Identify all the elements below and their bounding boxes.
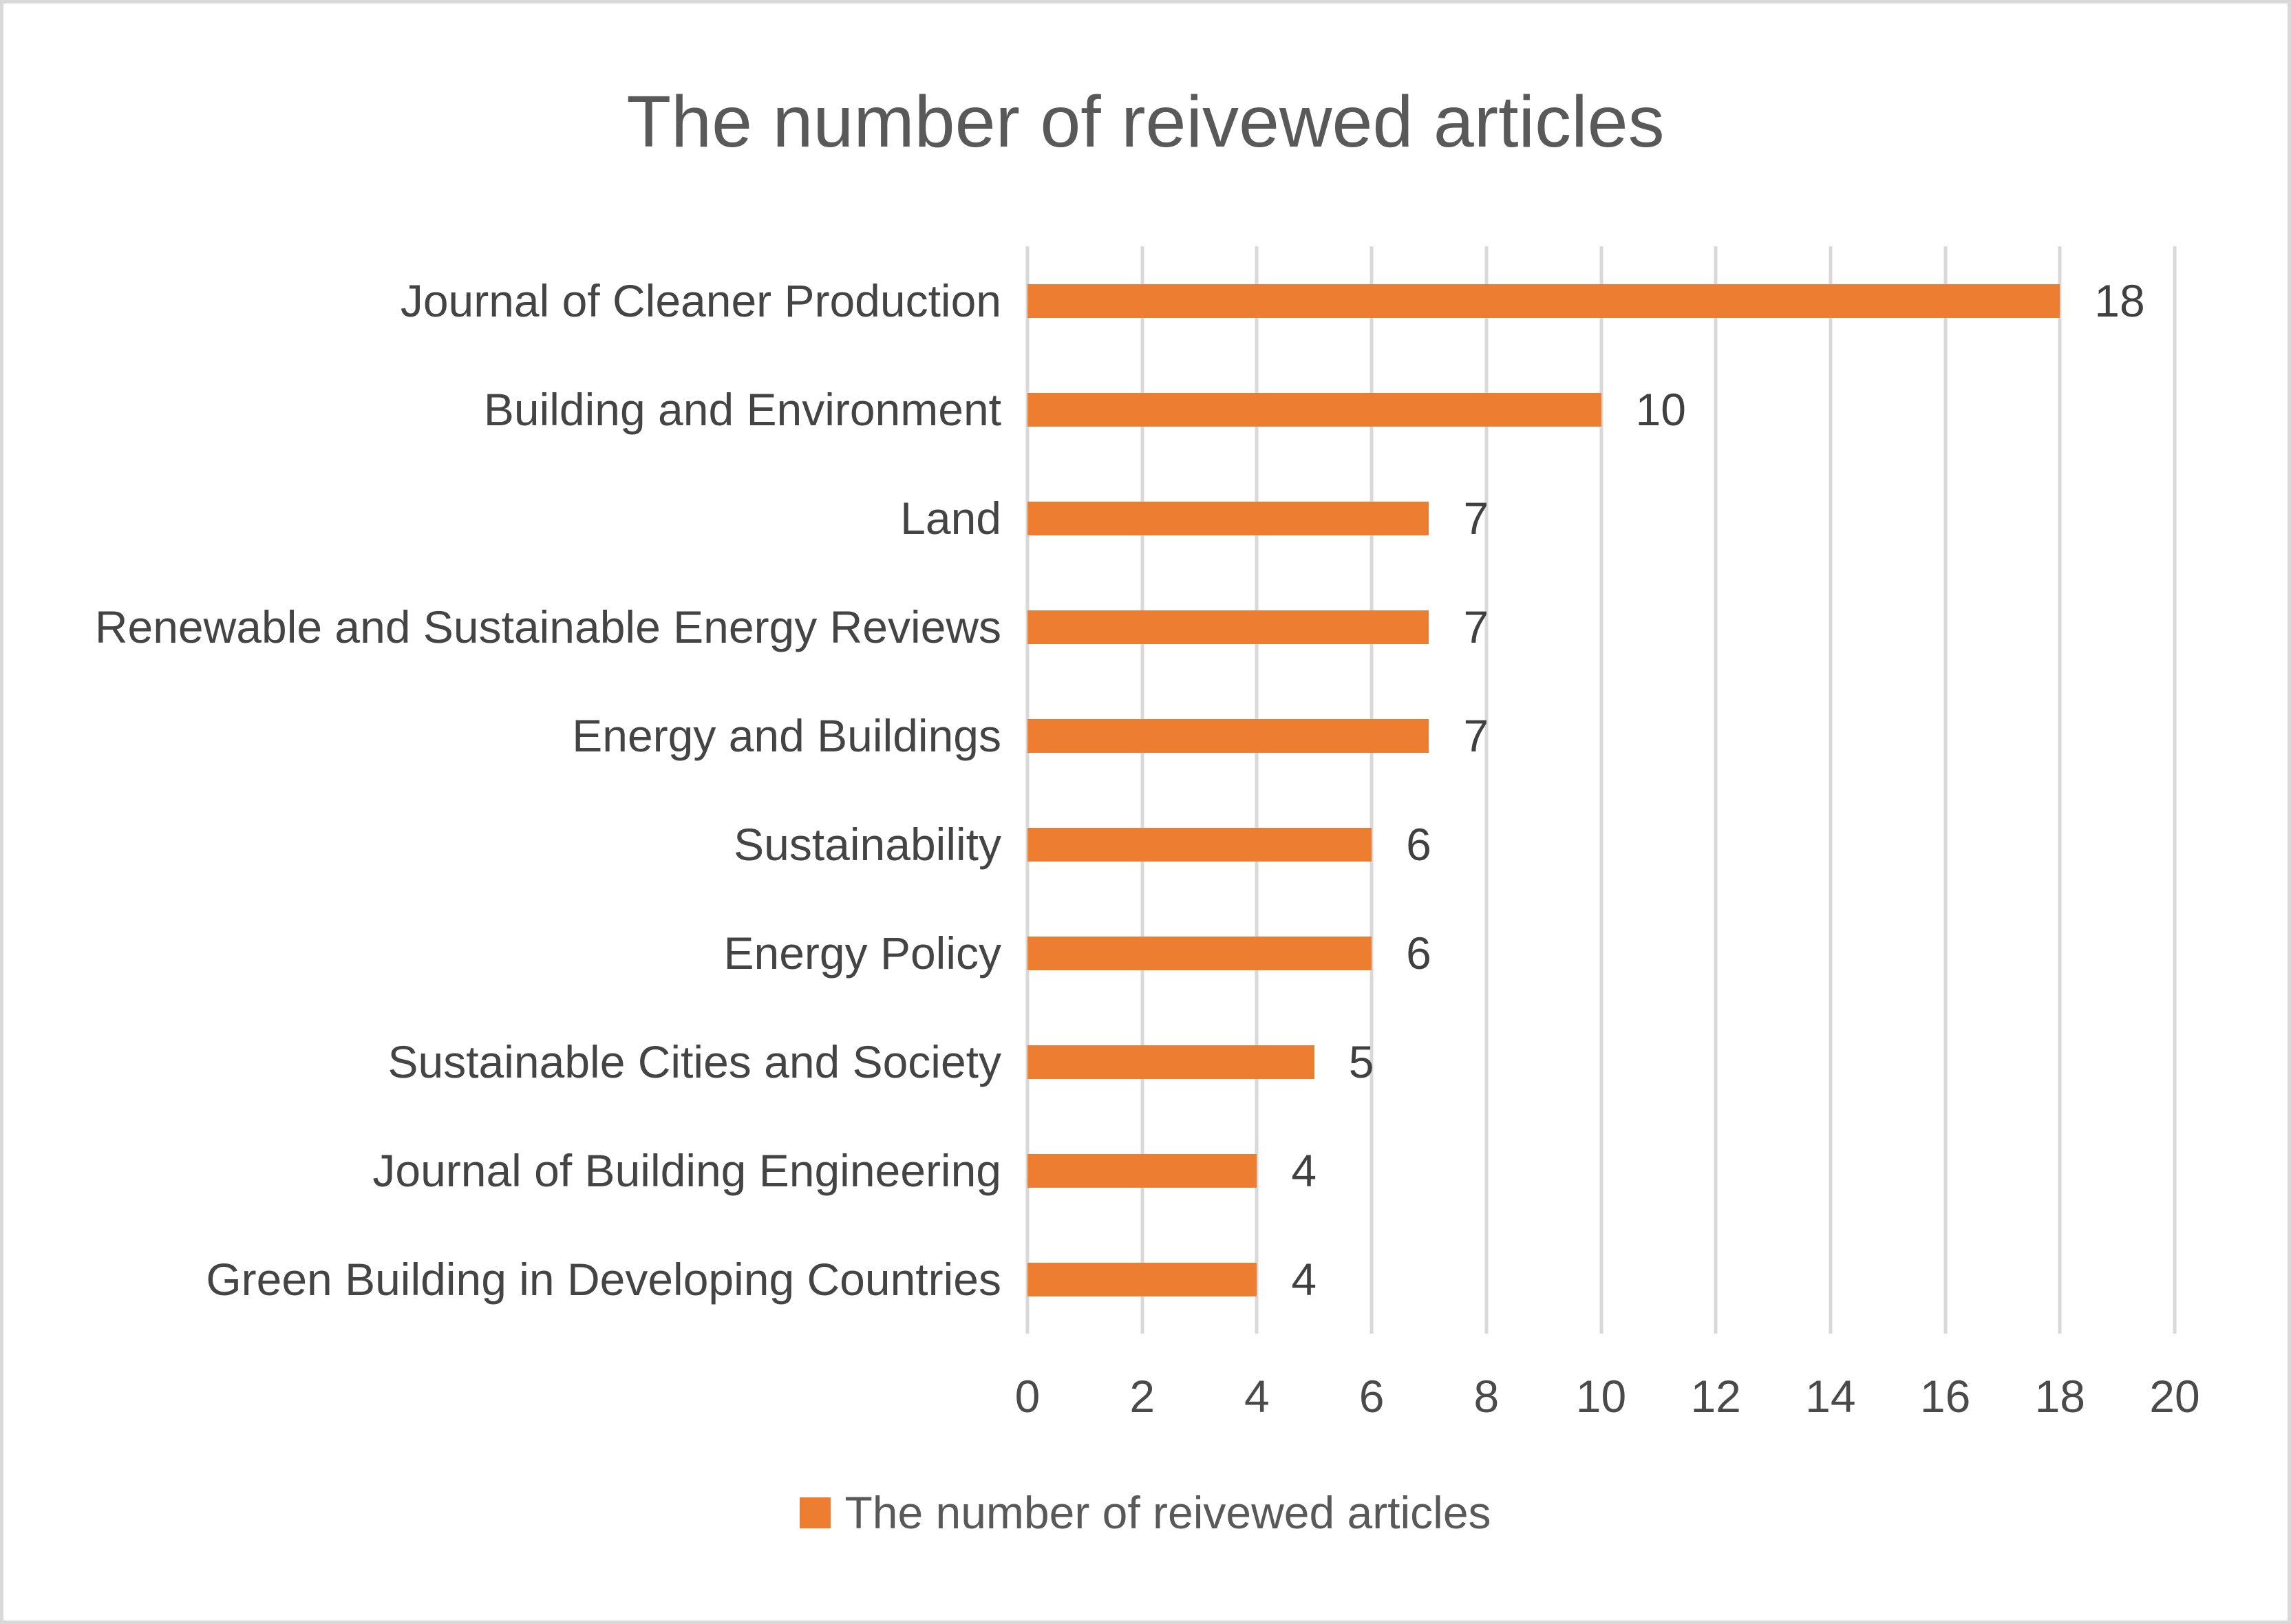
bar [1027, 392, 1601, 427]
x-tick-label: 4 [1244, 1371, 1270, 1422]
bar [1027, 610, 1429, 644]
legend-label: The number of reivewed articles [844, 1486, 1491, 1538]
gridline [1599, 246, 1603, 1334]
category-label: Journal of Building Engineering [372, 1144, 1001, 1196]
category-label: Energy and Buildings [572, 709, 1001, 761]
gridline [1370, 246, 1374, 1334]
gridline [1829, 246, 1833, 1334]
bar-row: 6 [1027, 899, 2175, 1007]
x-tick-label: 16 [1919, 1371, 1971, 1422]
bar-row: 7 [1027, 681, 2175, 790]
value-label: 18 [2094, 275, 2145, 326]
x-tick-label: 8 [1473, 1371, 1500, 1422]
bar [1027, 284, 2060, 318]
category-label: Green Building in Developing Countries [206, 1253, 1001, 1305]
value-label: 4 [1291, 1145, 1317, 1196]
bar-rows: 18 10 7 7 7 6 6 5 4 4 [1027, 246, 2175, 1334]
gridline [1714, 246, 1718, 1334]
gridline [1140, 246, 1144, 1334]
category-axis: Journal of Cleaner Production Building an… [3, 246, 1027, 1334]
x-axis: 0 2 4 6 8 10 12 14 16 18 20 [1015, 1371, 2200, 1427]
plot-area: 18 10 7 7 7 6 6 5 4 4 [1025, 246, 2177, 1334]
x-tick-label: 6 [1358, 1371, 1385, 1422]
category-label: Land [900, 492, 1001, 544]
gridline [2173, 246, 2177, 1334]
bar-row: 10 [1027, 355, 2175, 464]
bar-row: 6 [1027, 790, 2175, 899]
value-label: 10 [1635, 384, 1686, 435]
bar [1027, 827, 1372, 862]
gridline [1484, 246, 1489, 1334]
value-label: 6 [1406, 928, 1431, 979]
bar-row: 4 [1027, 1225, 2175, 1334]
bar-row: 5 [1027, 1007, 2175, 1116]
legend: The number of reivewed articles [3, 1483, 2288, 1542]
value-label: 4 [1291, 1254, 1317, 1305]
x-tick-label: 18 [2034, 1371, 2086, 1422]
bar [1027, 501, 1429, 535]
category-label: Journal of Cleaner Production [400, 275, 1001, 326]
category-label: Sustainability [734, 818, 1001, 870]
gridline [2058, 246, 2062, 1334]
value-label: 5 [1348, 1036, 1374, 1087]
gridline [1255, 246, 1259, 1334]
value-label: 7 [1463, 493, 1489, 544]
x-tick-label: 2 [1129, 1371, 1155, 1422]
bar [1027, 718, 1429, 753]
category-label: Building and Environment [483, 383, 1001, 435]
category-label: Energy Policy [723, 927, 1001, 979]
chart-title: The number of reivewed articles [626, 81, 1665, 162]
value-label: 6 [1406, 819, 1431, 870]
x-tick-label: 12 [1690, 1371, 1741, 1422]
bar [1027, 1262, 1257, 1296]
x-tick-label: 20 [2149, 1371, 2200, 1422]
bar [1027, 1045, 1314, 1079]
x-tick-label: 0 [1014, 1371, 1041, 1422]
legend-swatch [800, 1497, 831, 1528]
category-label: Sustainable Cities and Society [387, 1036, 1001, 1087]
bar [1027, 1153, 1257, 1188]
bar-row: 7 [1027, 573, 2175, 681]
x-tick-label: 14 [1805, 1371, 1856, 1422]
bar-row: 4 [1027, 1116, 2175, 1225]
gridline [1943, 246, 1948, 1334]
bar-row: 7 [1027, 464, 2175, 573]
value-label: 7 [1463, 601, 1489, 652]
x-tick-label: 10 [1575, 1371, 1627, 1422]
gridline [1025, 246, 1030, 1334]
value-label: 7 [1463, 710, 1489, 761]
category-label: Renewable and Sustainable Energy Reviews [94, 601, 1001, 652]
bar-row: 18 [1027, 246, 2175, 355]
bar [1027, 936, 1372, 970]
